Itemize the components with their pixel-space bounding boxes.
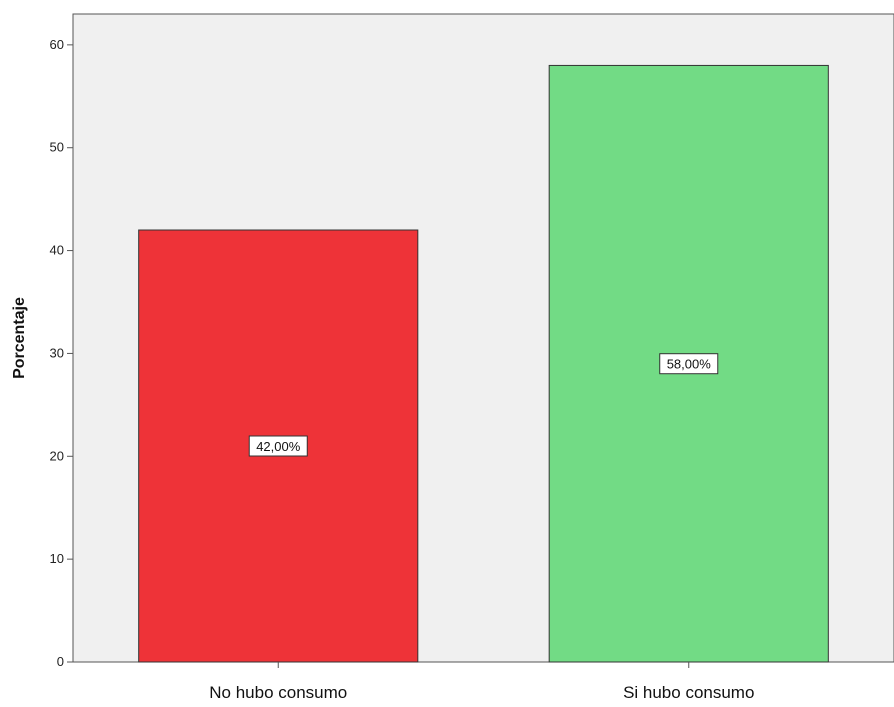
- y-axis-title: Porcentaje: [11, 297, 28, 379]
- x-axis: No hubo consumo Si hubo consumo: [209, 662, 754, 702]
- data-label: 42,00%: [256, 439, 301, 454]
- y-axis: 0 10 20 30 40 50 60: [50, 37, 73, 669]
- y-tick-label: 50: [50, 140, 64, 155]
- data-label-box: [248, 435, 308, 457]
- x-category-label: Si hubo consumo: [623, 683, 754, 702]
- y-tick-label: 30: [50, 345, 64, 360]
- data-label: 58,00%: [667, 357, 712, 372]
- y-tick-label: 0: [57, 654, 64, 669]
- x-category-label: No hubo consumo: [209, 683, 347, 702]
- y-tick-label: 60: [50, 37, 64, 52]
- data-label-box: [659, 353, 719, 375]
- y-tick-label: 10: [50, 551, 64, 566]
- y-tick-label: 20: [50, 448, 64, 463]
- y-tick-label: 40: [50, 243, 64, 258]
